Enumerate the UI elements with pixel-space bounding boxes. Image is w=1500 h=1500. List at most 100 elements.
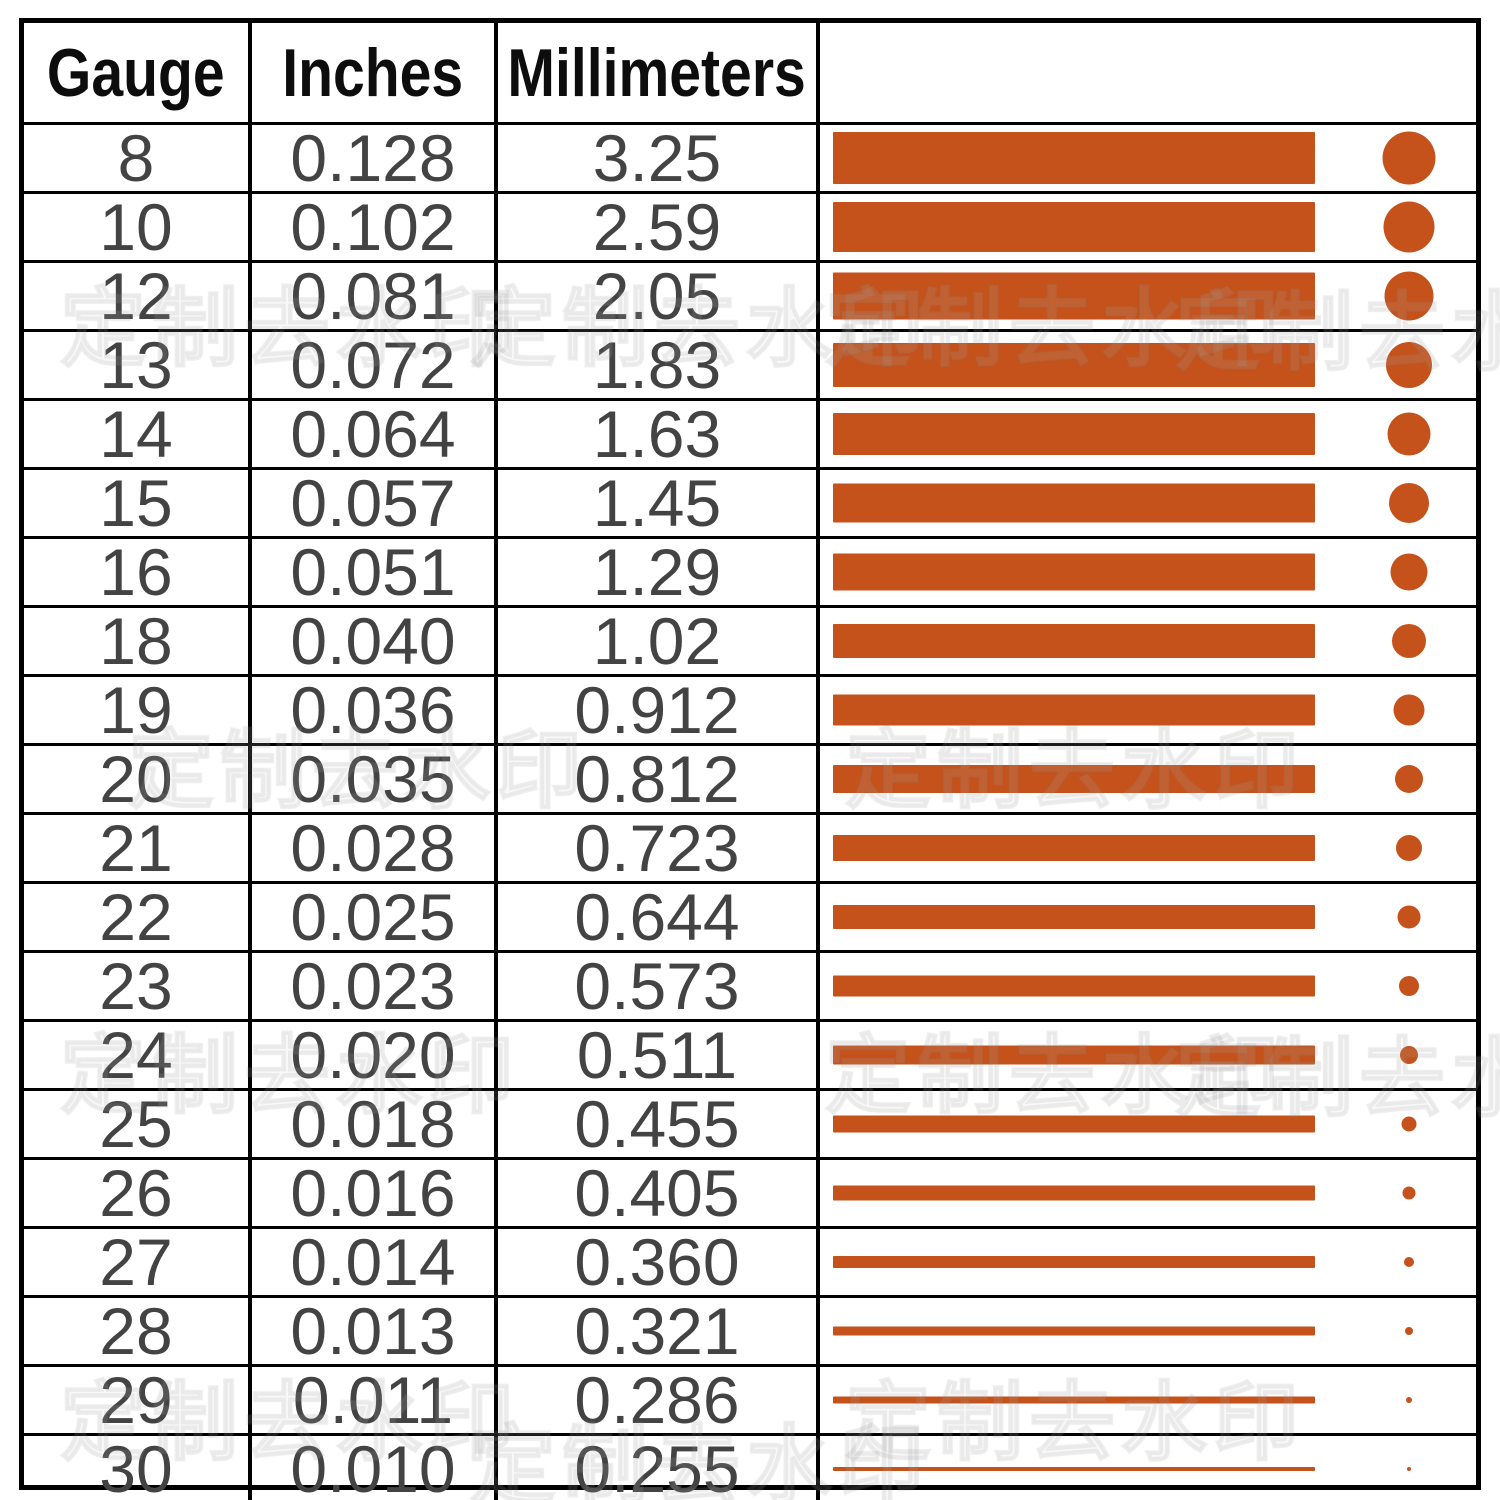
- wire-visual-cell: [820, 470, 1476, 536]
- gauge-cell: 25: [24, 1091, 252, 1157]
- table-row: 8 0.128 3.25: [24, 125, 1476, 194]
- inches-cell: 0.035: [252, 746, 498, 812]
- wire-diameter-dot: [1383, 201, 1435, 253]
- wire-thickness-bar: [833, 624, 1315, 658]
- millimeters-cell: 0.405: [498, 1160, 820, 1226]
- column-header-inches-label: Inches: [282, 34, 464, 111]
- column-header-millimeters: Millimeters: [498, 23, 820, 122]
- millimeters-cell: 0.912: [498, 677, 820, 743]
- wire-diameter-dot: [1393, 694, 1425, 726]
- wire-thickness-bar: [833, 413, 1315, 455]
- wire-thickness-bar: [833, 1467, 1315, 1471]
- gauge-cell: 26: [24, 1160, 252, 1226]
- millimeters-cell: 0.321: [498, 1298, 820, 1364]
- wire-diameter-dot: [1399, 976, 1419, 996]
- millimeters-cell: 0.360: [498, 1229, 820, 1295]
- wire-visual-cell: [820, 953, 1476, 1019]
- inches-cell: 0.051: [252, 539, 498, 605]
- wire-diameter-dot: [1392, 624, 1426, 658]
- millimeters-cell: 0.455: [498, 1091, 820, 1157]
- inches-cell: 0.014: [252, 1229, 498, 1295]
- wire-thickness-bar: [833, 132, 1315, 184]
- wire-thickness-bar: [833, 1115, 1315, 1133]
- wire-visual-cell: [820, 815, 1476, 881]
- wire-gauge-table: Gauge Inches Millimeters 8 0.128 3.25 10 0.1…: [19, 18, 1481, 1500]
- millimeters-cell: 1.29: [498, 539, 820, 605]
- wire-visual-cell: [820, 539, 1476, 605]
- column-header-visual: [820, 23, 1476, 122]
- millimeters-cell: 0.644: [498, 884, 820, 950]
- wire-visual-cell: [820, 194, 1476, 260]
- table-row: 26 0.016 0.405: [24, 1160, 1476, 1229]
- wire-visual-cell: [820, 1022, 1476, 1088]
- millimeters-cell: 0.255: [498, 1436, 820, 1500]
- millimeters-cell: 3.25: [498, 125, 820, 191]
- wire-thickness-bar: [833, 343, 1315, 387]
- gauge-cell: 10: [24, 194, 252, 260]
- millimeters-cell: 0.723: [498, 815, 820, 881]
- gauge-cell: 21: [24, 815, 252, 881]
- wire-visual-cell: [820, 125, 1476, 191]
- table-row: 27 0.014 0.360: [24, 1229, 1476, 1298]
- wire-visual-cell: [820, 608, 1476, 674]
- gauge-cell: 28: [24, 1298, 252, 1364]
- inches-cell: 0.072: [252, 332, 498, 398]
- wire-diameter-dot: [1406, 1397, 1412, 1403]
- inches-cell: 0.016: [252, 1160, 498, 1226]
- wire-thickness-bar: [833, 1326, 1315, 1336]
- inches-cell: 0.081: [252, 263, 498, 329]
- inches-cell: 0.018: [252, 1091, 498, 1157]
- table-row: 23 0.023 0.573: [24, 953, 1476, 1022]
- gauge-cell: 20: [24, 746, 252, 812]
- wire-visual-cell: [820, 1298, 1476, 1364]
- millimeters-cell: 1.63: [498, 401, 820, 467]
- table-row: 20 0.035 0.812: [24, 746, 1476, 815]
- gauge-cell: 18: [24, 608, 252, 674]
- wire-visual-cell: [820, 401, 1476, 467]
- wire-thickness-bar: [833, 694, 1315, 726]
- gauge-cell: 19: [24, 677, 252, 743]
- wire-diameter-dot: [1405, 1327, 1413, 1335]
- wire-visual-cell: [820, 1436, 1476, 1500]
- wire-visual-cell: [820, 263, 1476, 329]
- table-row: 14 0.064 1.63: [24, 401, 1476, 470]
- column-header-gauge: Gauge: [24, 23, 252, 122]
- wire-diameter-dot: [1402, 1186, 1416, 1200]
- inches-cell: 0.028: [252, 815, 498, 881]
- gauge-cell: 16: [24, 539, 252, 605]
- wire-diameter-dot: [1384, 271, 1434, 321]
- millimeters-cell: 2.05: [498, 263, 820, 329]
- wire-visual-cell: [820, 884, 1476, 950]
- table-row: 10 0.102 2.59: [24, 194, 1476, 263]
- wire-diameter-dot: [1404, 1257, 1414, 1267]
- wire-visual-cell: [820, 1160, 1476, 1226]
- wire-visual-cell: [820, 1091, 1476, 1157]
- inches-cell: 0.010: [252, 1436, 498, 1500]
- gauge-cell: 30: [24, 1436, 252, 1500]
- gauge-cell: 14: [24, 401, 252, 467]
- inches-cell: 0.128: [252, 125, 498, 191]
- wire-thickness-bar: [833, 202, 1315, 252]
- table-header-row: Gauge Inches Millimeters: [24, 23, 1476, 125]
- table-row: 21 0.028 0.723: [24, 815, 1476, 884]
- wire-diameter-dot: [1397, 905, 1421, 929]
- wire-thickness-bar: [833, 765, 1315, 793]
- gauge-cell: 12: [24, 263, 252, 329]
- wire-visual-cell: [820, 1229, 1476, 1295]
- table-row: 30 0.010 0.255: [24, 1436, 1476, 1500]
- millimeters-cell: 1.83: [498, 332, 820, 398]
- gauge-cell: 13: [24, 332, 252, 398]
- table-row: 28 0.013 0.321: [24, 1298, 1476, 1367]
- table-row: 13 0.072 1.83: [24, 332, 1476, 401]
- wire-thickness-bar: [833, 272, 1315, 320]
- wire-thickness-bar: [833, 553, 1315, 591]
- gauge-cell: 15: [24, 470, 252, 536]
- wire-diameter-dot: [1395, 765, 1423, 793]
- wire-visual-cell: [820, 746, 1476, 812]
- inches-cell: 0.025: [252, 884, 498, 950]
- table-row: 19 0.036 0.912: [24, 677, 1476, 746]
- millimeters-cell: 0.573: [498, 953, 820, 1019]
- millimeters-cell: 1.45: [498, 470, 820, 536]
- wire-diameter-dot: [1382, 131, 1436, 185]
